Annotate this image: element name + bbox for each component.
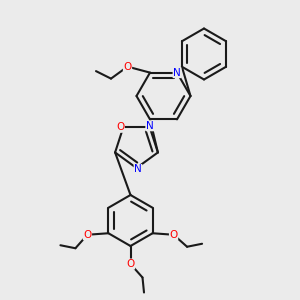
Text: N: N xyxy=(146,121,154,131)
Text: N: N xyxy=(173,68,181,78)
Text: O: O xyxy=(169,230,178,240)
Text: O: O xyxy=(123,61,132,72)
Text: O: O xyxy=(126,259,135,269)
Text: N: N xyxy=(134,164,142,175)
Text: O: O xyxy=(116,122,124,132)
Text: O: O xyxy=(83,230,92,240)
